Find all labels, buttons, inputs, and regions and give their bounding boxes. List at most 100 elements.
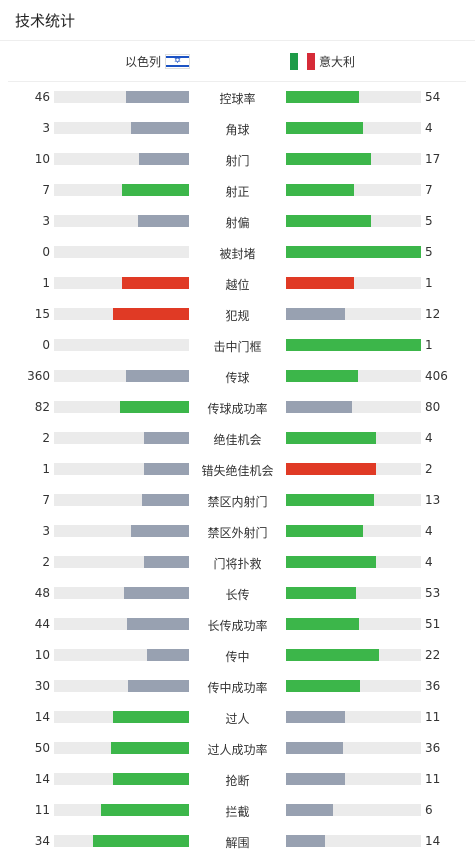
home-bar-track [54,680,189,692]
home-bar-fill [121,184,189,196]
away-value: 22 [425,648,441,662]
stat-row: 14 过人 11 [0,702,475,733]
teams-row: 以色列 ✡ 意大利 [8,41,466,82]
home-value: 7 [42,493,50,507]
home-value: 50 [34,741,50,755]
home-bar-fill [124,587,189,599]
home-bar-track [54,401,189,413]
away-value: 1 [425,338,433,352]
home-bar-track [54,494,189,506]
home-bar-fill [139,153,189,165]
away-value: 13 [425,493,441,507]
home-bar-fill [110,742,189,754]
home-value: 14 [34,710,50,724]
away-bar-fill [286,432,377,444]
stat-label: 越位 [225,278,250,292]
home-bar-fill [144,556,189,568]
away-bar-fill [286,277,354,289]
away-bar-track [286,153,421,165]
away-team-name: 意大利 [319,55,356,69]
away-bar-fill [286,246,421,258]
away-bar-track [286,370,421,382]
home-bar-fill [130,122,189,134]
home-value: 46 [34,90,50,104]
stat-label: 错失绝佳机会 [201,464,274,478]
away-value: 14 [425,834,441,848]
home-value: 0 [42,245,50,259]
italy-flag-icon [290,53,315,70]
away-bar-track [286,463,421,475]
away-bar-fill [286,215,372,227]
home-bar-track [54,587,189,599]
stat-row: 360 传球 406 [0,361,475,392]
home-value: 1 [42,276,50,290]
home-value: 1 [42,462,50,476]
away-bar-track [286,308,421,320]
away-value: 4 [425,431,433,445]
stat-row: 82 传球成功率 80 [0,392,475,423]
home-bar-fill [113,711,189,723]
israel-flag-icon: ✡ [165,54,191,69]
page-title: 技术统计 [15,12,76,30]
away-value: 36 [425,741,441,755]
stat-label: 过人成功率 [207,743,268,757]
home-bar-fill [93,835,189,847]
home-bar-track [54,153,189,165]
stat-label: 射正 [225,185,250,199]
away-bar-track [286,494,421,506]
away-bar-track [286,835,421,847]
stat-label: 射门 [225,154,250,168]
home-bar-track [54,463,189,475]
stat-row: 14 抢断 11 [0,764,475,795]
home-bar-fill [113,773,189,785]
home-value: 44 [34,617,50,631]
away-value: 1 [425,276,433,290]
stat-row: 7 射正 7 [0,175,475,206]
away-bar-track [286,401,421,413]
away-value: 4 [425,555,433,569]
stat-row: 3 射偏 5 [0,206,475,237]
away-bar-fill [286,339,421,351]
home-value: 30 [34,679,50,693]
home-value: 14 [34,772,50,786]
stat-label: 被封堵 [219,247,256,261]
home-bar-fill [130,525,189,537]
home-value: 2 [42,555,50,569]
stat-label: 击中门框 [213,340,262,354]
home-value: 34 [34,834,50,848]
stat-label: 传中成功率 [207,681,268,695]
stat-label: 禁区内射门 [207,495,268,509]
stat-label: 拦截 [225,805,250,819]
away-bar-fill [286,525,363,537]
home-bar-fill [147,649,189,661]
stat-label: 控球率 [219,92,256,106]
home-bar-track [54,432,189,444]
away-bar-fill [286,587,357,599]
home-bar-track [54,773,189,785]
away-bar-track [286,91,421,103]
stat-label: 长传成功率 [207,619,268,633]
home-value: 360 [27,369,50,383]
away-bar-track [286,618,421,630]
home-bar-track [54,556,189,568]
away-bar-fill [286,153,372,165]
home-bar-fill [120,401,189,413]
stat-label: 抢断 [225,774,250,788]
away-value: 53 [425,586,441,600]
stat-label: 传球成功率 [207,402,268,416]
home-bar-track [54,339,189,351]
home-bar-track [54,91,189,103]
away-bar-track [286,649,421,661]
stat-label: 解围 [225,836,250,850]
away-value: 4 [425,524,433,538]
away-bar-fill [286,91,359,103]
home-bar-fill [137,215,189,227]
away-bar-fill [286,649,380,661]
stat-row: 11 拦截 6 [0,795,475,826]
stat-row: 46 控球率 54 [0,82,475,113]
away-bar-fill [286,370,358,382]
away-value: 7 [425,183,433,197]
away-bar-track [286,804,421,816]
home-bar-fill [144,432,189,444]
home-bar-fill [125,370,189,382]
